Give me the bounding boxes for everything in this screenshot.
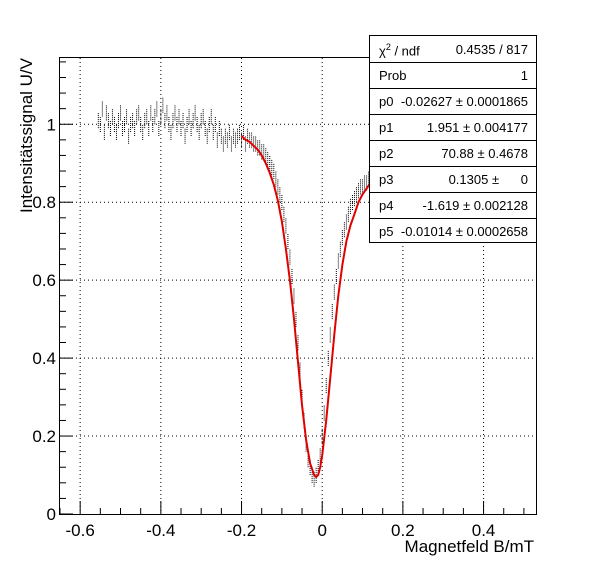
stat-row-p0: p0 -0.02627 ± 0.0001865 bbox=[370, 88, 536, 114]
y-tick-label: 1 bbox=[47, 115, 56, 134]
stat-row-p5: p5 -0.01014 ± 0.0002658 bbox=[370, 218, 536, 244]
plot-frame bbox=[59, 57, 537, 515]
fit-statistics-box: χ2 / ndf 0.4535 / 817 Prob 1 p0 -0.02627… bbox=[369, 35, 537, 243]
stat-value-p4: -1.619 ± 0.002128 bbox=[422, 198, 528, 213]
stat-value-p5: -0.01014 ± 0.0002658 bbox=[400, 224, 528, 239]
stat-row-p2: p2 70.88 ± 0.4678 bbox=[370, 140, 536, 166]
stat-label-p2: p2 bbox=[379, 146, 394, 161]
stat-label-chi2-ndf: χ2 / ndf bbox=[379, 42, 420, 59]
stat-value-p2: 70.88 ± 0.4678 bbox=[441, 146, 528, 161]
ticks bbox=[59, 61, 525, 515]
stat-value-p1: 1.951 ± 0.004177 bbox=[426, 120, 528, 135]
y-tick-label: 0.4 bbox=[32, 349, 56, 368]
stat-row-p1: p1 1.951 ± 0.004177 bbox=[370, 114, 536, 140]
stat-label-p3: p3 bbox=[379, 172, 394, 187]
x-tick-label: 0 bbox=[317, 521, 326, 540]
stat-label-p5: p5 bbox=[379, 224, 394, 239]
stat-value-prob: 1 bbox=[520, 68, 528, 83]
fit-curve bbox=[240, 135, 372, 479]
stat-row-p4: p4 -1.619 ± 0.002128 bbox=[370, 192, 536, 218]
x-tick-label: 0.2 bbox=[391, 521, 415, 540]
x-axis-title: Magnetfeld B/mT bbox=[405, 537, 534, 556]
x-tick-label: -0.6 bbox=[66, 521, 95, 540]
stat-label-prob: Prob bbox=[379, 68, 407, 83]
y-tick-label: 0.8 bbox=[32, 193, 56, 212]
stat-row-chi2-ndf: χ2 / ndf 0.4535 / 817 bbox=[370, 36, 536, 62]
tick-labels: -0.6 -0.4 -0.2 0 0.2 0.4 0 0.2 0.4 0.6 0.8 1 bbox=[32, 115, 495, 540]
y-tick-label: 0.6 bbox=[32, 271, 56, 290]
stat-value-chi2-ndf: 0.4535 / 817 bbox=[455, 42, 528, 57]
x-tick-label: 0.4 bbox=[472, 521, 496, 540]
data-points bbox=[97, 96, 372, 487]
stat-row-prob: Prob 1 bbox=[370, 62, 536, 88]
stat-label-p4: p4 bbox=[379, 198, 394, 213]
stat-value-p3: 0.1305 ± 0 bbox=[448, 172, 528, 187]
stat-row-p3: p3 0.1305 ± 0 bbox=[370, 166, 536, 192]
stat-label-p1: p1 bbox=[379, 120, 394, 135]
y-axis-title: Intensitätssignal U/V bbox=[17, 57, 36, 213]
stat-label-p0: p0 bbox=[379, 94, 394, 109]
y-tick-label: 0.2 bbox=[32, 427, 56, 446]
x-tick-label: -0.4 bbox=[146, 521, 175, 540]
x-tick-label: -0.2 bbox=[227, 521, 256, 540]
y-tick-label: 0 bbox=[47, 505, 56, 524]
stat-value-p0: -0.02627 ± 0.0001865 bbox=[400, 94, 528, 109]
